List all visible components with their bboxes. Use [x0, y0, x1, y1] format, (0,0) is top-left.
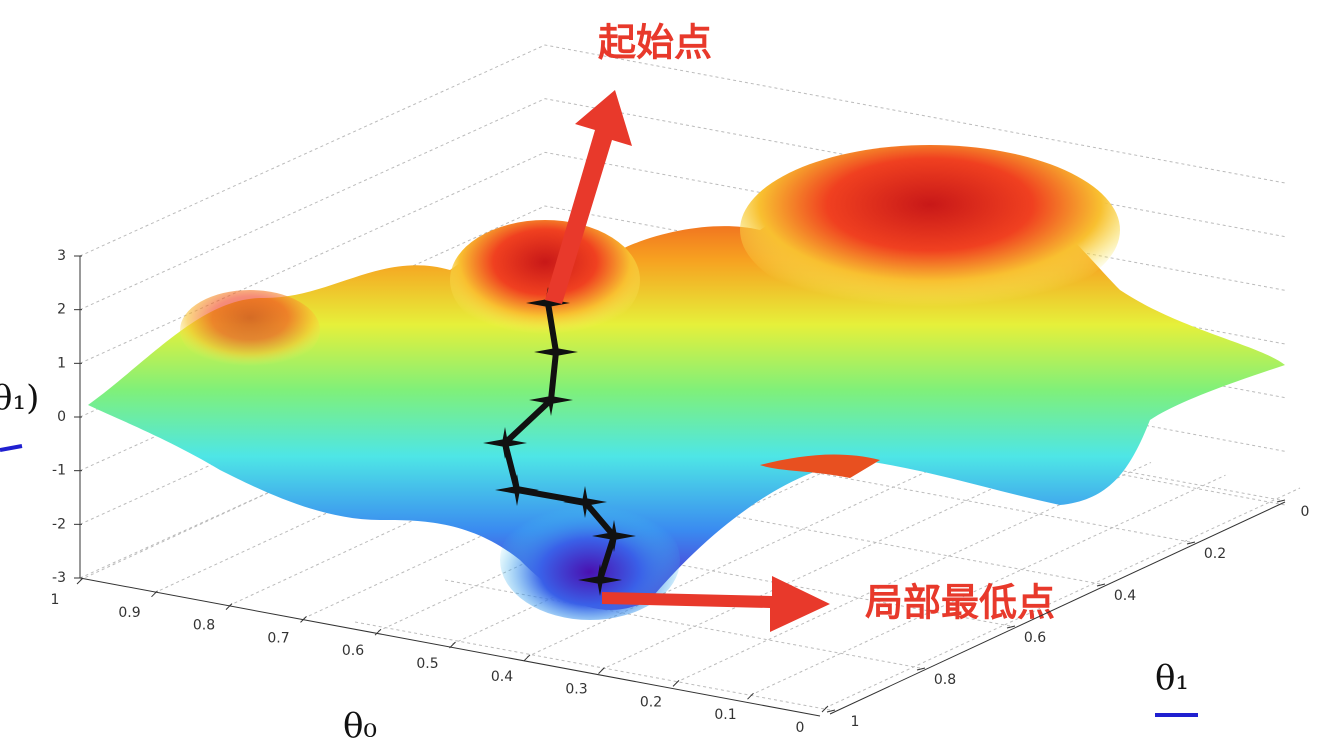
step-marker: [592, 520, 636, 552]
x-tick-label: 0.7: [267, 630, 289, 646]
tick-mark: [523, 654, 531, 662]
y-tick-label: 0.4: [1114, 588, 1136, 604]
x-tick-label: 0.6: [342, 643, 364, 659]
step-marker: [529, 384, 573, 416]
y-tick-label: 1: [851, 714, 860, 730]
z-tick-label: 1: [57, 355, 66, 371]
step-marker: [483, 427, 527, 459]
y-axis-label: θ₁: [1155, 658, 1189, 698]
step-marker: [534, 336, 578, 368]
y-tick-label: 0.2: [1204, 546, 1226, 562]
peak: [180, 290, 320, 370]
grid-line: [79, 44, 1286, 257]
y-tick-label: 0: [1301, 504, 1310, 520]
tick-mark: [1096, 583, 1106, 587]
pit: [500, 500, 680, 620]
tick-mark: [1006, 625, 1016, 629]
tick-mark: [1186, 541, 1196, 545]
y-tick-label: 0.8: [934, 672, 956, 688]
peak: [450, 220, 640, 340]
x-tick-label: 0: [796, 720, 805, 736]
z-tick-label: -1: [52, 463, 66, 479]
z-axis-label: θ₁): [0, 378, 39, 418]
tick-mark: [916, 667, 926, 671]
step-marker: [495, 474, 539, 506]
z-tick-label: 0: [57, 409, 66, 425]
x-tick-label: 0.9: [118, 605, 140, 621]
tick-mark: [1276, 499, 1286, 503]
peak: [740, 145, 1120, 315]
grid-line: [79, 98, 1286, 311]
tick-mark: [225, 603, 233, 610]
arrow: [545, 90, 632, 304]
surface: [88, 145, 1285, 620]
descent-steps: [483, 287, 636, 596]
tick-mark: [76, 577, 84, 585]
x-tick-label: 0.4: [491, 669, 513, 685]
tick-mark: [300, 616, 307, 623]
tick-mark: [598, 667, 605, 674]
x-tick-label: 0.8: [193, 618, 215, 634]
annotation: 起始点: [598, 21, 712, 65]
tick-mark: [449, 641, 456, 649]
x-tick-label: 0.2: [640, 694, 662, 710]
z-tick-label: -3: [52, 570, 66, 586]
y-axis: [829, 501, 1286, 715]
step-marker: [563, 486, 607, 518]
tick-mark: [826, 709, 836, 713]
x-tick-label: 0.3: [565, 682, 587, 698]
step-marker: [526, 287, 570, 319]
y-tick-label: 0.6: [1024, 630, 1046, 646]
tick-mark: [151, 590, 158, 598]
annotation: 局部最低点: [865, 581, 1055, 625]
x-axis-label: θ₀: [343, 706, 377, 738]
fold: [760, 454, 880, 478]
x-tick-label: 0.1: [714, 707, 736, 723]
z-tick-label: 3: [57, 248, 66, 264]
step-marker: [578, 564, 622, 596]
tick-mark: [672, 680, 680, 687]
tick-mark: [747, 692, 754, 700]
tick-mark: [374, 628, 382, 636]
x-tick-label: 0.5: [416, 656, 438, 672]
x-tick-label: 1: [51, 592, 60, 608]
label-underline: [0, 444, 23, 452]
z-tick-label: -2: [52, 516, 66, 532]
z-tick-label: 2: [57, 302, 66, 318]
tick-mark: [821, 705, 829, 713]
arrow: [602, 576, 830, 632]
